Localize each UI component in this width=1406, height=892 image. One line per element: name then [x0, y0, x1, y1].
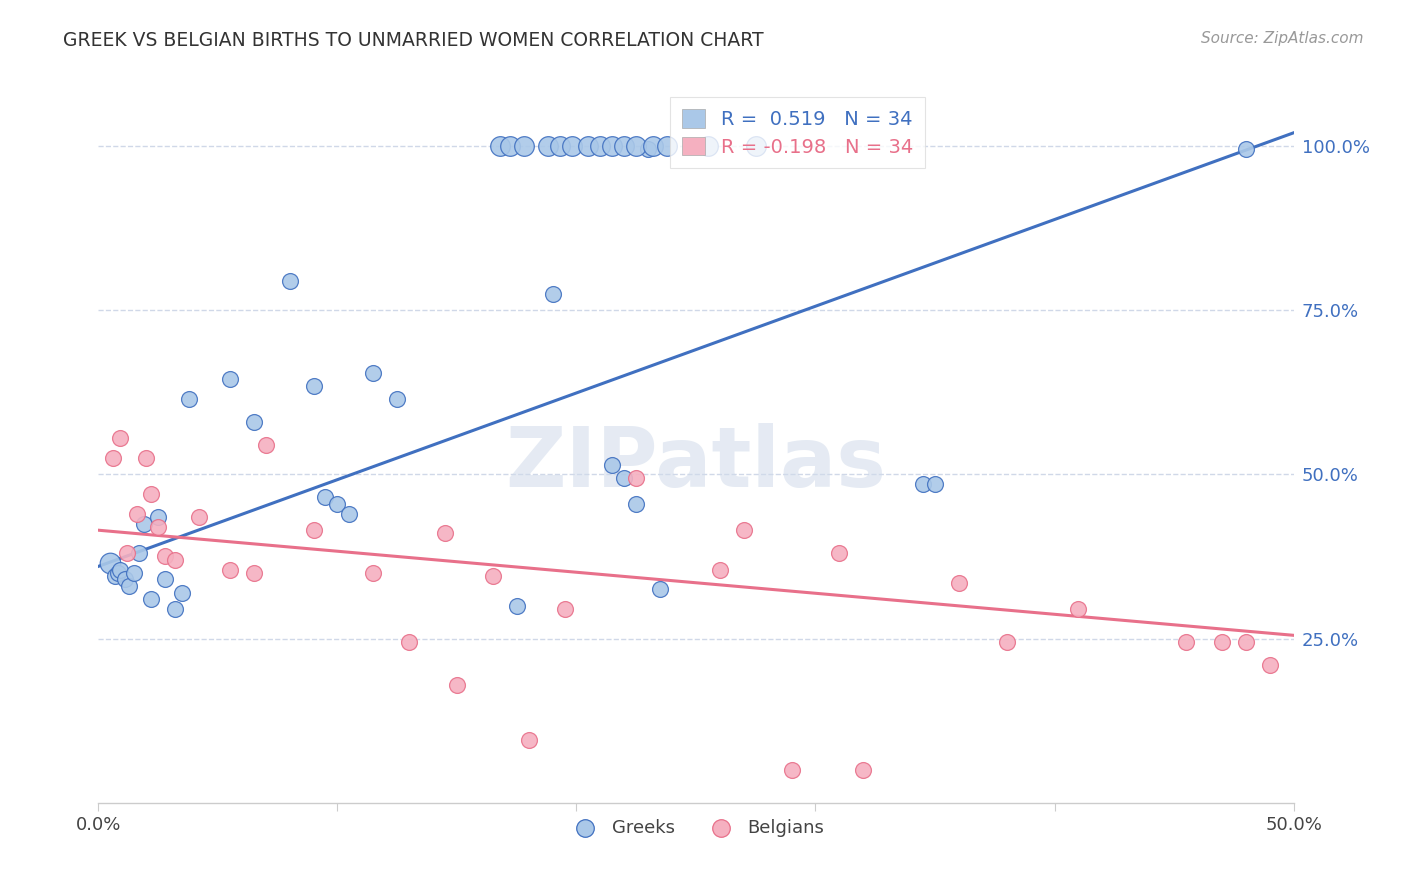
Point	[648, 582, 672, 597]
Point	[613, 139, 636, 153]
Point	[115, 546, 138, 560]
Point	[481, 569, 505, 583]
Point	[637, 142, 659, 156]
Point	[498, 139, 520, 153]
Point	[104, 569, 127, 583]
Point	[135, 450, 157, 465]
Point	[219, 563, 242, 577]
Point	[124, 566, 146, 580]
Text: GREEK VS BELGIAN BIRTHS TO UNMARRIED WOMEN CORRELATION CHART: GREEK VS BELGIAN BIRTHS TO UNMARRIED WOM…	[63, 31, 763, 50]
Point	[163, 553, 186, 567]
Point	[128, 546, 150, 560]
Point	[641, 139, 664, 153]
Point	[243, 415, 266, 429]
Point	[589, 139, 612, 153]
Point	[733, 523, 755, 537]
Point	[132, 516, 155, 531]
Point	[626, 139, 648, 153]
Point	[602, 139, 624, 153]
Point	[948, 575, 970, 590]
Point	[911, 477, 934, 491]
Point	[554, 602, 576, 616]
Point	[513, 139, 536, 153]
Point	[626, 471, 648, 485]
Point	[254, 438, 277, 452]
Point	[398, 635, 420, 649]
Point	[219, 372, 242, 386]
Point	[139, 487, 162, 501]
Point	[155, 573, 177, 587]
Point	[163, 602, 186, 616]
Point	[828, 546, 851, 560]
Point	[148, 520, 170, 534]
Point	[155, 549, 177, 564]
Point	[541, 286, 564, 301]
Point	[1258, 657, 1281, 672]
Point	[118, 579, 141, 593]
Point	[114, 573, 136, 587]
Point	[709, 563, 731, 577]
Point	[108, 431, 131, 445]
Point	[363, 566, 385, 580]
Point	[561, 139, 583, 153]
Point	[326, 497, 349, 511]
Point	[548, 139, 571, 153]
Text: ZIPatlas: ZIPatlas	[506, 423, 886, 504]
Point	[506, 599, 529, 613]
Point	[1234, 142, 1257, 156]
Point	[697, 139, 720, 153]
Point	[315, 491, 337, 505]
Text: Source: ZipAtlas.com: Source: ZipAtlas.com	[1201, 31, 1364, 46]
Point	[101, 450, 124, 465]
Point	[1211, 635, 1233, 649]
Point	[172, 585, 194, 599]
Point	[139, 592, 162, 607]
Point	[108, 563, 131, 577]
Point	[626, 497, 648, 511]
Point	[243, 566, 266, 580]
Point	[278, 274, 301, 288]
Point	[98, 556, 122, 570]
Point	[1175, 635, 1198, 649]
Point	[148, 510, 170, 524]
Point	[1067, 602, 1090, 616]
Point	[852, 763, 875, 777]
Point	[578, 139, 600, 153]
Point	[657, 139, 679, 153]
Point	[179, 392, 201, 406]
Point	[339, 507, 361, 521]
Point	[602, 458, 624, 472]
Point	[489, 139, 512, 153]
Point	[302, 378, 325, 392]
Legend: Greeks, Belgians: Greeks, Belgians	[560, 812, 832, 845]
Point	[995, 635, 1018, 649]
Point	[125, 507, 148, 521]
Point	[924, 477, 946, 491]
Point	[107, 566, 129, 580]
Point	[780, 763, 803, 777]
Point	[517, 733, 540, 747]
Point	[187, 510, 209, 524]
Point	[537, 139, 560, 153]
Point	[745, 139, 768, 153]
Point	[434, 526, 457, 541]
Point	[446, 677, 468, 691]
Point	[385, 392, 409, 406]
Point	[613, 471, 636, 485]
Point	[1234, 635, 1257, 649]
Point	[363, 366, 385, 380]
Point	[302, 523, 325, 537]
